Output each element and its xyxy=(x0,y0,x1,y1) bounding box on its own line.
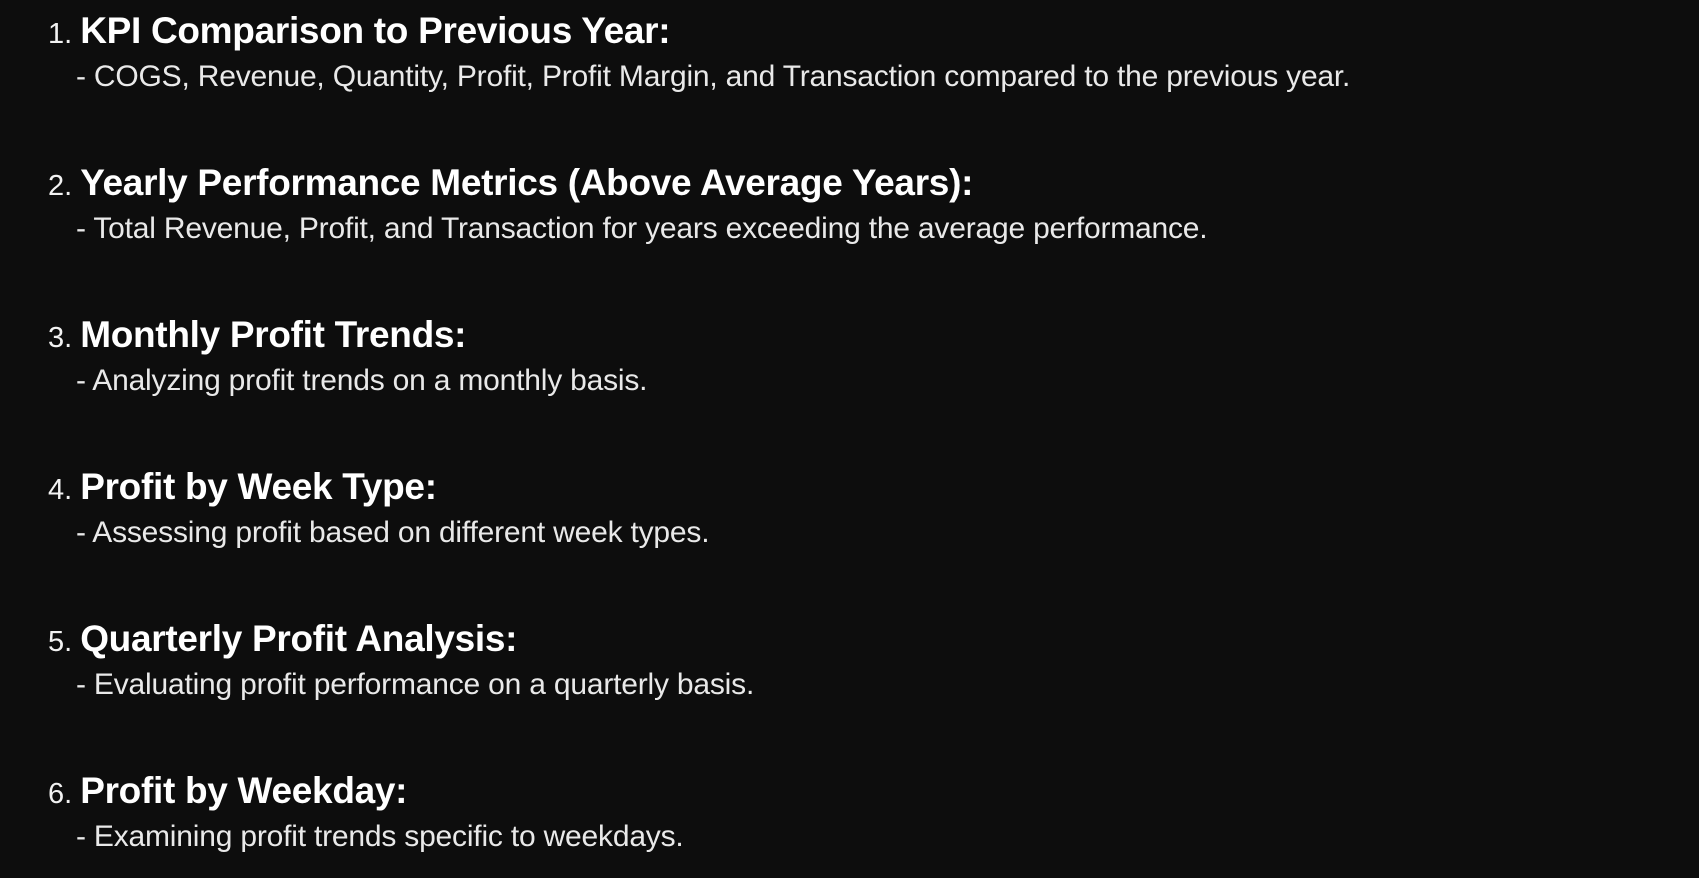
item-number: 1. xyxy=(48,18,73,50)
item-title: Profit by Week Type: xyxy=(80,466,437,507)
item-description: - Total Revenue, Profit, and Transaction… xyxy=(76,212,1208,245)
item-number: 2. xyxy=(48,170,73,202)
item-description: - Examining profit trends specific to we… xyxy=(76,820,684,853)
list-item: 3. Monthly Profit Trends: - Analyzing pr… xyxy=(48,314,1668,404)
item-description: - Assessing profit based on different we… xyxy=(76,516,710,549)
item-description: - COGS, Revenue, Quantity, Profit, Profi… xyxy=(76,60,1351,93)
item-title: KPI Comparison to Previous Year: xyxy=(80,10,671,51)
item-heading: 2. Yearly Performance Metrics (Above Ave… xyxy=(48,162,1668,206)
item-title: Yearly Performance Metrics (Above Averag… xyxy=(80,162,974,203)
item-number: 4. xyxy=(48,474,73,506)
item-heading: 1. KPI Comparison to Previous Year: xyxy=(48,10,1668,54)
list-item: 5. Quarterly Profit Analysis: - Evaluati… xyxy=(48,618,1668,708)
item-heading: 5. Quarterly Profit Analysis: xyxy=(48,618,1668,662)
item-heading: 3. Monthly Profit Trends: xyxy=(48,314,1668,358)
item-description: - Evaluating profit performance on a qua… xyxy=(76,668,755,701)
list-item: 2. Yearly Performance Metrics (Above Ave… xyxy=(48,162,1668,252)
item-heading: 4. Profit by Week Type: xyxy=(48,466,1668,510)
item-title: Profit by Weekday: xyxy=(80,770,408,811)
item-number: 5. xyxy=(48,626,73,658)
list-item: 1. KPI Comparison to Previous Year: - CO… xyxy=(48,10,1668,100)
item-description: - Analyzing profit trends on a monthly b… xyxy=(76,364,648,397)
item-title: Quarterly Profit Analysis: xyxy=(80,618,518,659)
item-number: 6. xyxy=(48,778,73,810)
list-item: 4. Profit by Week Type: - Assessing prof… xyxy=(48,466,1668,556)
item-heading: 6. Profit by Weekday: xyxy=(48,770,1668,814)
list-item: 6. Profit by Weekday: - Examining profit… xyxy=(48,770,1668,860)
item-title: Monthly Profit Trends: xyxy=(80,314,467,355)
item-number: 3. xyxy=(48,322,73,354)
